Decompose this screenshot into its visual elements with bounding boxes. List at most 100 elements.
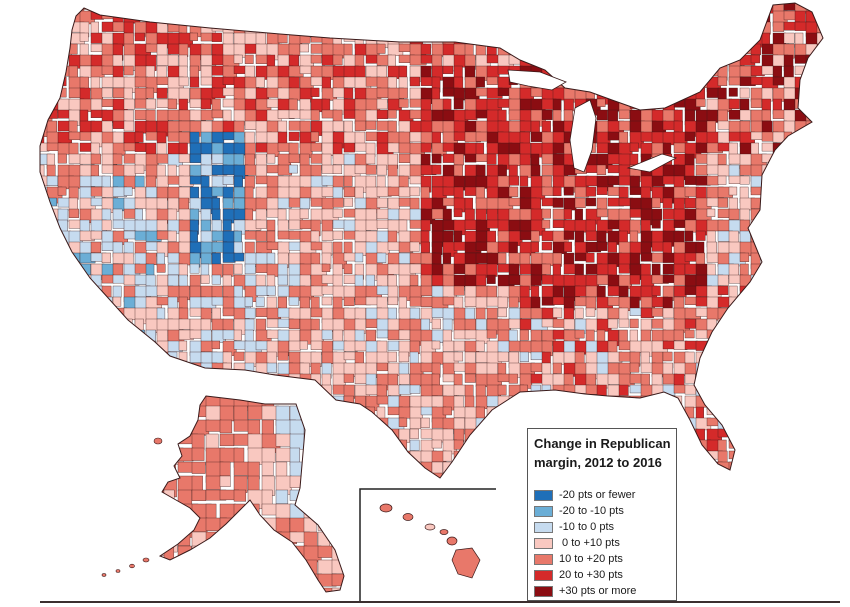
county-cell (376, 362, 388, 372)
legend-title-line-2: margin, 2012 to 2016 (534, 455, 662, 470)
county-cell (618, 263, 630, 274)
county-cell (233, 65, 247, 74)
county-cell (662, 219, 676, 232)
county-cell (486, 208, 498, 221)
county-cell (376, 43, 386, 54)
county-cell (343, 175, 353, 187)
county-cell (299, 340, 308, 350)
county-cell (541, 274, 555, 285)
county-cell (178, 318, 191, 330)
county-cell (343, 87, 354, 99)
county-cell (200, 131, 213, 145)
county-cell (178, 43, 189, 57)
county-cell (662, 197, 673, 209)
county-cell (464, 208, 475, 222)
county-cell (68, 142, 79, 156)
county-cell (112, 87, 126, 98)
bottom-rule (40, 601, 840, 603)
county-cell (398, 186, 411, 198)
county-cell (618, 120, 631, 131)
county-cell (574, 263, 584, 276)
county-cell (189, 263, 200, 274)
county-cell (177, 461, 193, 473)
county-cell (343, 373, 354, 383)
county-cell (156, 142, 167, 155)
county-cell (112, 142, 126, 156)
county-cell (519, 307, 533, 319)
county-cell (497, 307, 507, 318)
county-cell (739, 109, 751, 121)
county-cell (266, 153, 276, 164)
county-cell (783, 32, 795, 44)
county-cell (464, 120, 478, 133)
county-cell (464, 384, 474, 398)
county-cell (486, 274, 496, 284)
county-cell (244, 87, 257, 101)
county-cell (205, 475, 221, 490)
county-cell (398, 417, 408, 427)
county-cell (354, 142, 368, 152)
legend-swatch (534, 553, 553, 565)
county-cell (200, 252, 212, 265)
legend-swatch (534, 585, 553, 597)
county-cell (574, 329, 585, 339)
county-cell (112, 54, 123, 67)
county-cell (321, 296, 333, 306)
county-cell (211, 285, 223, 299)
county-cell (288, 76, 300, 89)
county-cell (134, 241, 147, 255)
county-cell (332, 164, 343, 175)
county-cell (288, 340, 301, 352)
county-cell (563, 219, 577, 232)
county-cell (497, 351, 509, 362)
county-cell (288, 164, 298, 174)
county-cell (200, 32, 214, 42)
county-cell (123, 65, 134, 76)
county-cell (607, 384, 621, 397)
county-cell (541, 109, 553, 120)
county-cell (717, 131, 730, 145)
county-cell (618, 340, 631, 351)
county-cell (387, 252, 401, 266)
county-cell (219, 419, 233, 434)
county-cell (651, 373, 663, 386)
county-cell (607, 285, 620, 296)
county-cell (211, 307, 221, 320)
county-cell (376, 384, 387, 398)
county-cell (343, 296, 355, 307)
county-cell (596, 208, 608, 218)
county-cell (728, 208, 740, 220)
county-cell (497, 296, 508, 308)
county-cell (255, 274, 266, 287)
county-cell (541, 208, 551, 219)
county-cell (442, 450, 453, 462)
county-cell (200, 340, 213, 352)
county-cell (442, 373, 456, 383)
county-cell (453, 285, 465, 296)
county-cell (475, 373, 488, 387)
county-cell (673, 285, 687, 297)
county-cell (519, 120, 532, 132)
county-cell (354, 307, 366, 321)
county-cell (585, 186, 596, 197)
county-cell (651, 175, 665, 187)
county-cell (706, 164, 720, 175)
county-cell (387, 164, 398, 178)
county-cell (772, 21, 785, 32)
county-cell (651, 285, 661, 296)
county-cell (420, 142, 432, 153)
county-cell (431, 340, 441, 350)
county-cell (233, 419, 249, 432)
county-cell (90, 87, 103, 101)
county-cell (629, 208, 643, 218)
county-cell (365, 329, 376, 342)
county-cell (420, 439, 434, 453)
legend-item: -10 to 0 pts (534, 519, 636, 535)
county-cell (255, 285, 269, 296)
county-cell (629, 296, 640, 310)
county-cell (255, 142, 269, 153)
county-cell (299, 186, 313, 199)
county-cell (365, 164, 377, 175)
county-cell (475, 164, 486, 178)
county-cell (629, 274, 641, 285)
